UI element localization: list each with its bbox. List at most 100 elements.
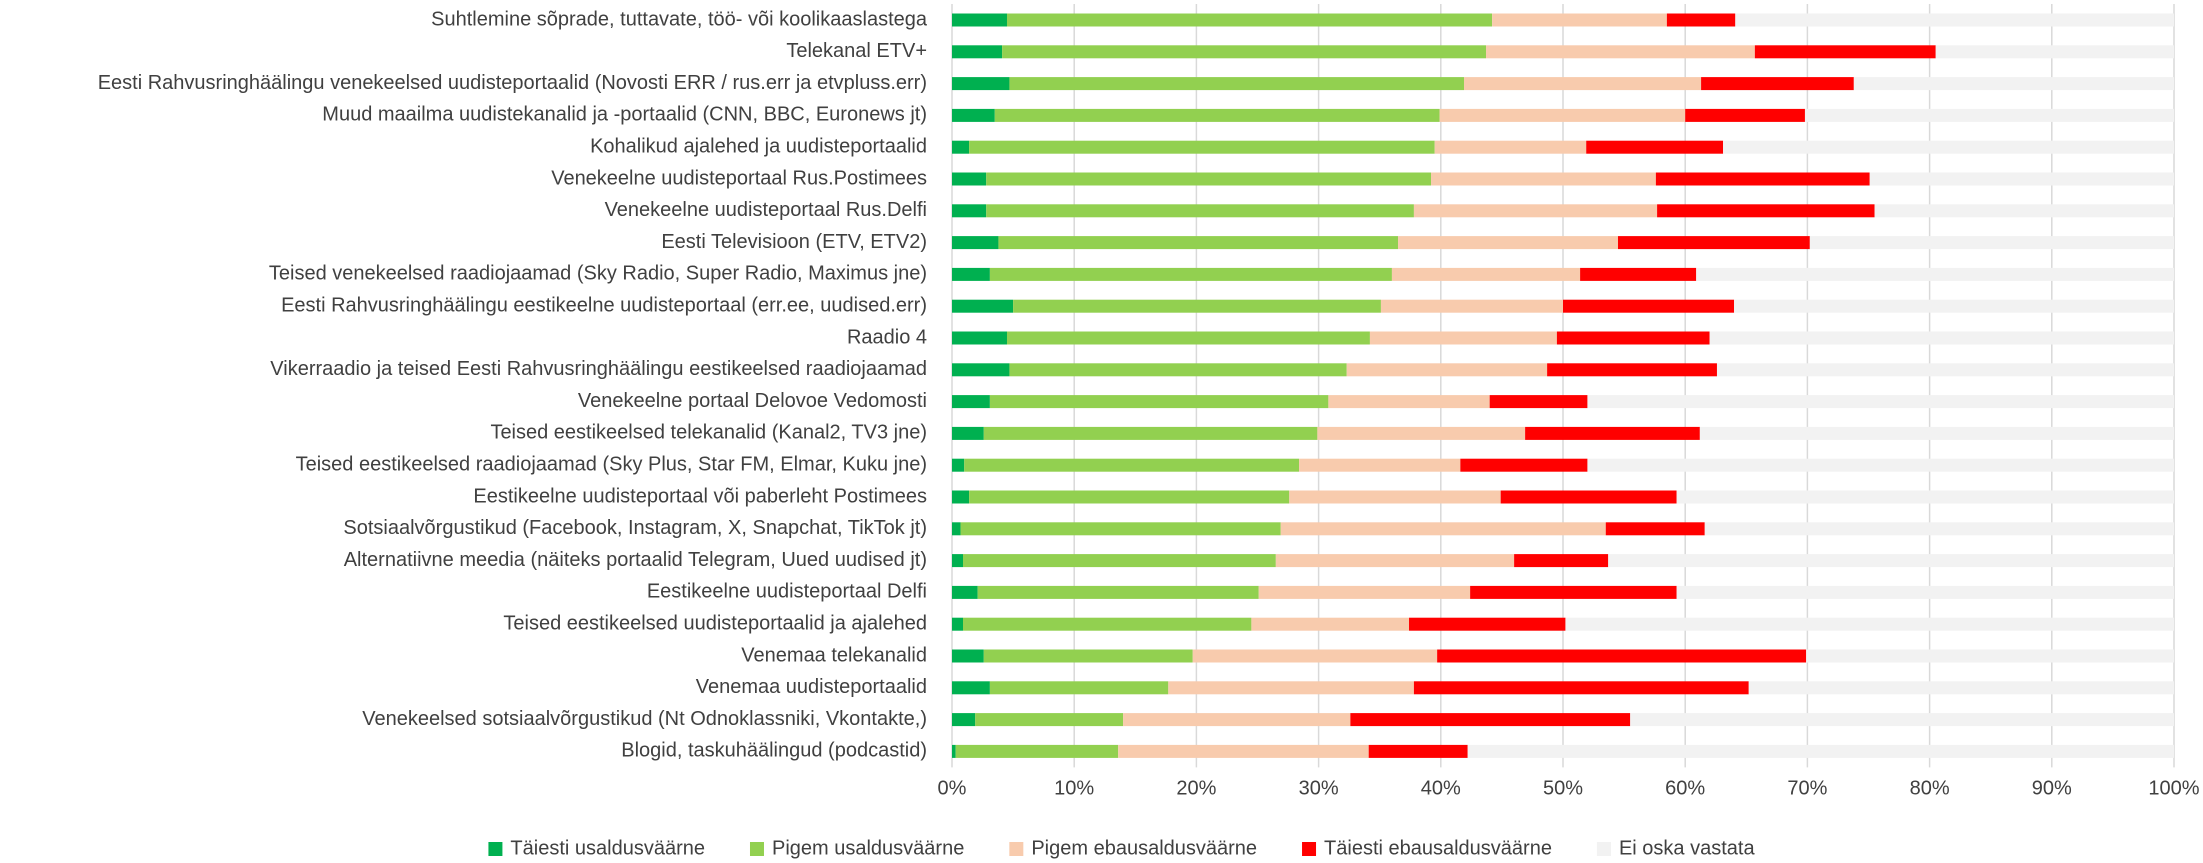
bar-segment — [1701, 77, 1854, 91]
category-label: Kohalikud ajalehed ja uudisteportaalid — [590, 135, 927, 157]
category-label: Teised eestikeelsed raadiojaamad (Sky Pl… — [296, 453, 927, 475]
bar-segment — [1413, 681, 1749, 695]
category-label: Eesti Rahvusringhäälingu venekeelsed uud… — [98, 72, 927, 94]
bar-segment — [1431, 172, 1656, 186]
bar-segment — [1565, 617, 2174, 631]
x-tick-label: 10% — [1054, 778, 1094, 800]
bar-segment — [989, 267, 1392, 281]
bar-segment — [1398, 236, 1618, 250]
bar-segment — [1580, 267, 1697, 281]
bar-segment — [952, 649, 984, 663]
bar-segment — [1013, 299, 1381, 313]
bar-segment — [1118, 744, 1369, 758]
category-label: Venemaa telekanalid — [741, 644, 927, 666]
category-label: Eesti Rahvusringhäälingu eestikeelne uud… — [281, 294, 927, 316]
bar-segment — [1251, 617, 1410, 631]
bar-segment — [1275, 554, 1515, 568]
bar-segment — [1380, 299, 1563, 313]
bar-segment — [1586, 140, 1724, 154]
bar-segment — [1563, 299, 1735, 313]
bar-segment — [1369, 331, 1557, 345]
bar-segment — [1437, 649, 1807, 663]
category-label: Telekanal ETV+ — [786, 40, 927, 62]
bar-segment — [1804, 108, 2174, 122]
bar-segment — [960, 522, 1281, 536]
bar-segment — [952, 554, 963, 568]
bar-segment — [1346, 363, 1548, 377]
x-tick-label: 30% — [1299, 778, 1339, 800]
bar-segment — [989, 681, 1169, 695]
bar-segment — [994, 108, 1440, 122]
bar-segment — [1409, 617, 1566, 631]
bar-segment — [1547, 363, 1717, 377]
bar-segment — [1486, 45, 1755, 59]
bar-segment — [1368, 744, 1468, 758]
bar-segment — [986, 172, 1432, 186]
category-label: Teised eestikeelsed telekanalid (Kanal2,… — [490, 422, 927, 444]
bar-segment — [1460, 458, 1588, 472]
legend-swatch — [1009, 842, 1024, 856]
bar-segment — [1709, 331, 2174, 345]
bar-segment — [1699, 426, 2174, 440]
bar-segment — [1317, 426, 1526, 440]
legend-swatch — [1302, 842, 1317, 856]
bar-segment — [962, 617, 1252, 631]
category-label: Suhtlemine sõprade, tuttavate, töö- või … — [431, 8, 928, 30]
bar-segment — [1500, 490, 1677, 504]
bar-segment — [1748, 681, 2174, 695]
category-label: Vikerraadio ja teised Eesti Rahvusringhä… — [270, 358, 927, 380]
bar-segment — [1350, 713, 1631, 727]
bar-segment — [952, 585, 978, 599]
x-tick-label: 50% — [1543, 778, 1583, 800]
bar-segment — [1608, 554, 2174, 568]
bar-segment — [1434, 140, 1587, 154]
bar-segment — [986, 204, 1414, 218]
legend-label: Pigem ebausaldusväärne — [1031, 837, 1257, 859]
bar-segment — [1439, 108, 1686, 122]
category-label: Eesti Televisioon (ETV, ETV2) — [661, 231, 927, 253]
bar-segment — [1002, 45, 1487, 59]
category-label: Venekeelsed sotsiaalvõrgustikud (Nt Odno… — [362, 708, 927, 730]
bar-segment — [952, 172, 987, 186]
bar-segment — [952, 363, 1010, 377]
bar-segment — [1853, 77, 2174, 91]
category-label: Raadio 4 — [847, 326, 927, 348]
bar-segment — [1413, 204, 1658, 218]
bar-segment — [1009, 363, 1347, 377]
bar-segment — [952, 108, 995, 122]
category-label: Venekeelne uudisteportaal Rus.Delfi — [605, 199, 927, 221]
bar-segment — [1391, 267, 1581, 281]
category-label: Eestikeelne uudisteportaal või paberleht… — [473, 485, 927, 507]
bar-segment — [983, 649, 1193, 663]
bar-segment — [1280, 522, 1606, 536]
bar-segment — [969, 140, 1435, 154]
bar-segment — [1630, 713, 2174, 727]
legend-swatch — [1596, 842, 1611, 856]
bar-segment — [1467, 744, 2174, 758]
category-label: Muud maailma uudistekanalid ja -portaali… — [322, 104, 927, 126]
bar-segment — [1874, 204, 2174, 218]
legend-swatch — [749, 842, 764, 856]
bar-segment — [952, 204, 987, 218]
x-tick-label: 80% — [1910, 778, 1950, 800]
bar-segment — [1464, 77, 1702, 91]
bar-segment — [952, 13, 1007, 27]
bar-segment — [1935, 45, 2174, 59]
category-label: Eestikeelne uudisteportaal Delfi — [647, 581, 927, 603]
bar-segment — [952, 236, 999, 250]
bar-segment — [969, 490, 1290, 504]
bar-segment — [1734, 299, 2174, 313]
legend-label: Täiesti ebausaldusväärne — [1324, 837, 1552, 859]
bar-segment — [962, 554, 1276, 568]
category-label: Teised eestikeelsed uudisteportaalid ja … — [503, 612, 927, 634]
bar-segment — [1492, 13, 1667, 27]
bar-segment — [952, 77, 1010, 91]
bar-segment — [952, 299, 1014, 313]
bar-segment — [1328, 395, 1490, 409]
legend-label: Täiesti usaldusväärne — [510, 837, 705, 859]
bar-segment — [1685, 108, 1805, 122]
bar-segment — [1605, 522, 1705, 536]
bar-segment — [952, 681, 990, 695]
category-label: Venemaa uudisteportaalid — [696, 676, 927, 698]
